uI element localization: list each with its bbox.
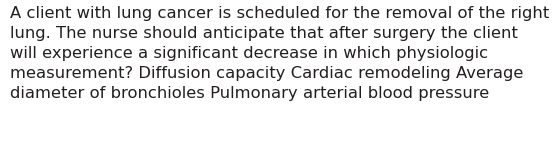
Text: A client with lung cancer is scheduled for the removal of the right
lung. The nu: A client with lung cancer is scheduled f…	[10, 6, 549, 101]
